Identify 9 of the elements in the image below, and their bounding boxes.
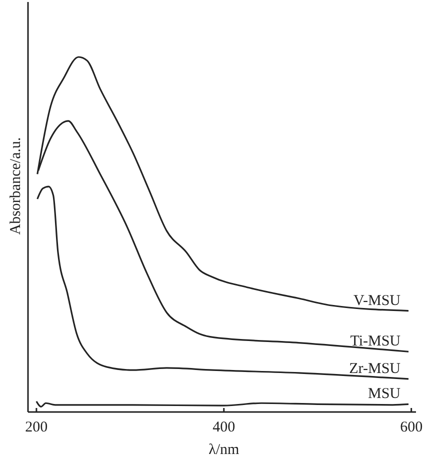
series-label: V-MSU [354, 292, 401, 309]
x-axis-title: λ/nm [208, 442, 240, 458]
series-label: Zr-MSU [349, 360, 401, 377]
x-tick-label: 600 [400, 420, 423, 436]
x-tick-label: 200 [25, 420, 48, 436]
series-label: Ti-MSU [350, 334, 401, 350]
x-tick-label: 400 [212, 420, 236, 436]
series-label: MSU [368, 386, 401, 402]
y-axis-title: Absorbance/a.u. [8, 137, 24, 235]
